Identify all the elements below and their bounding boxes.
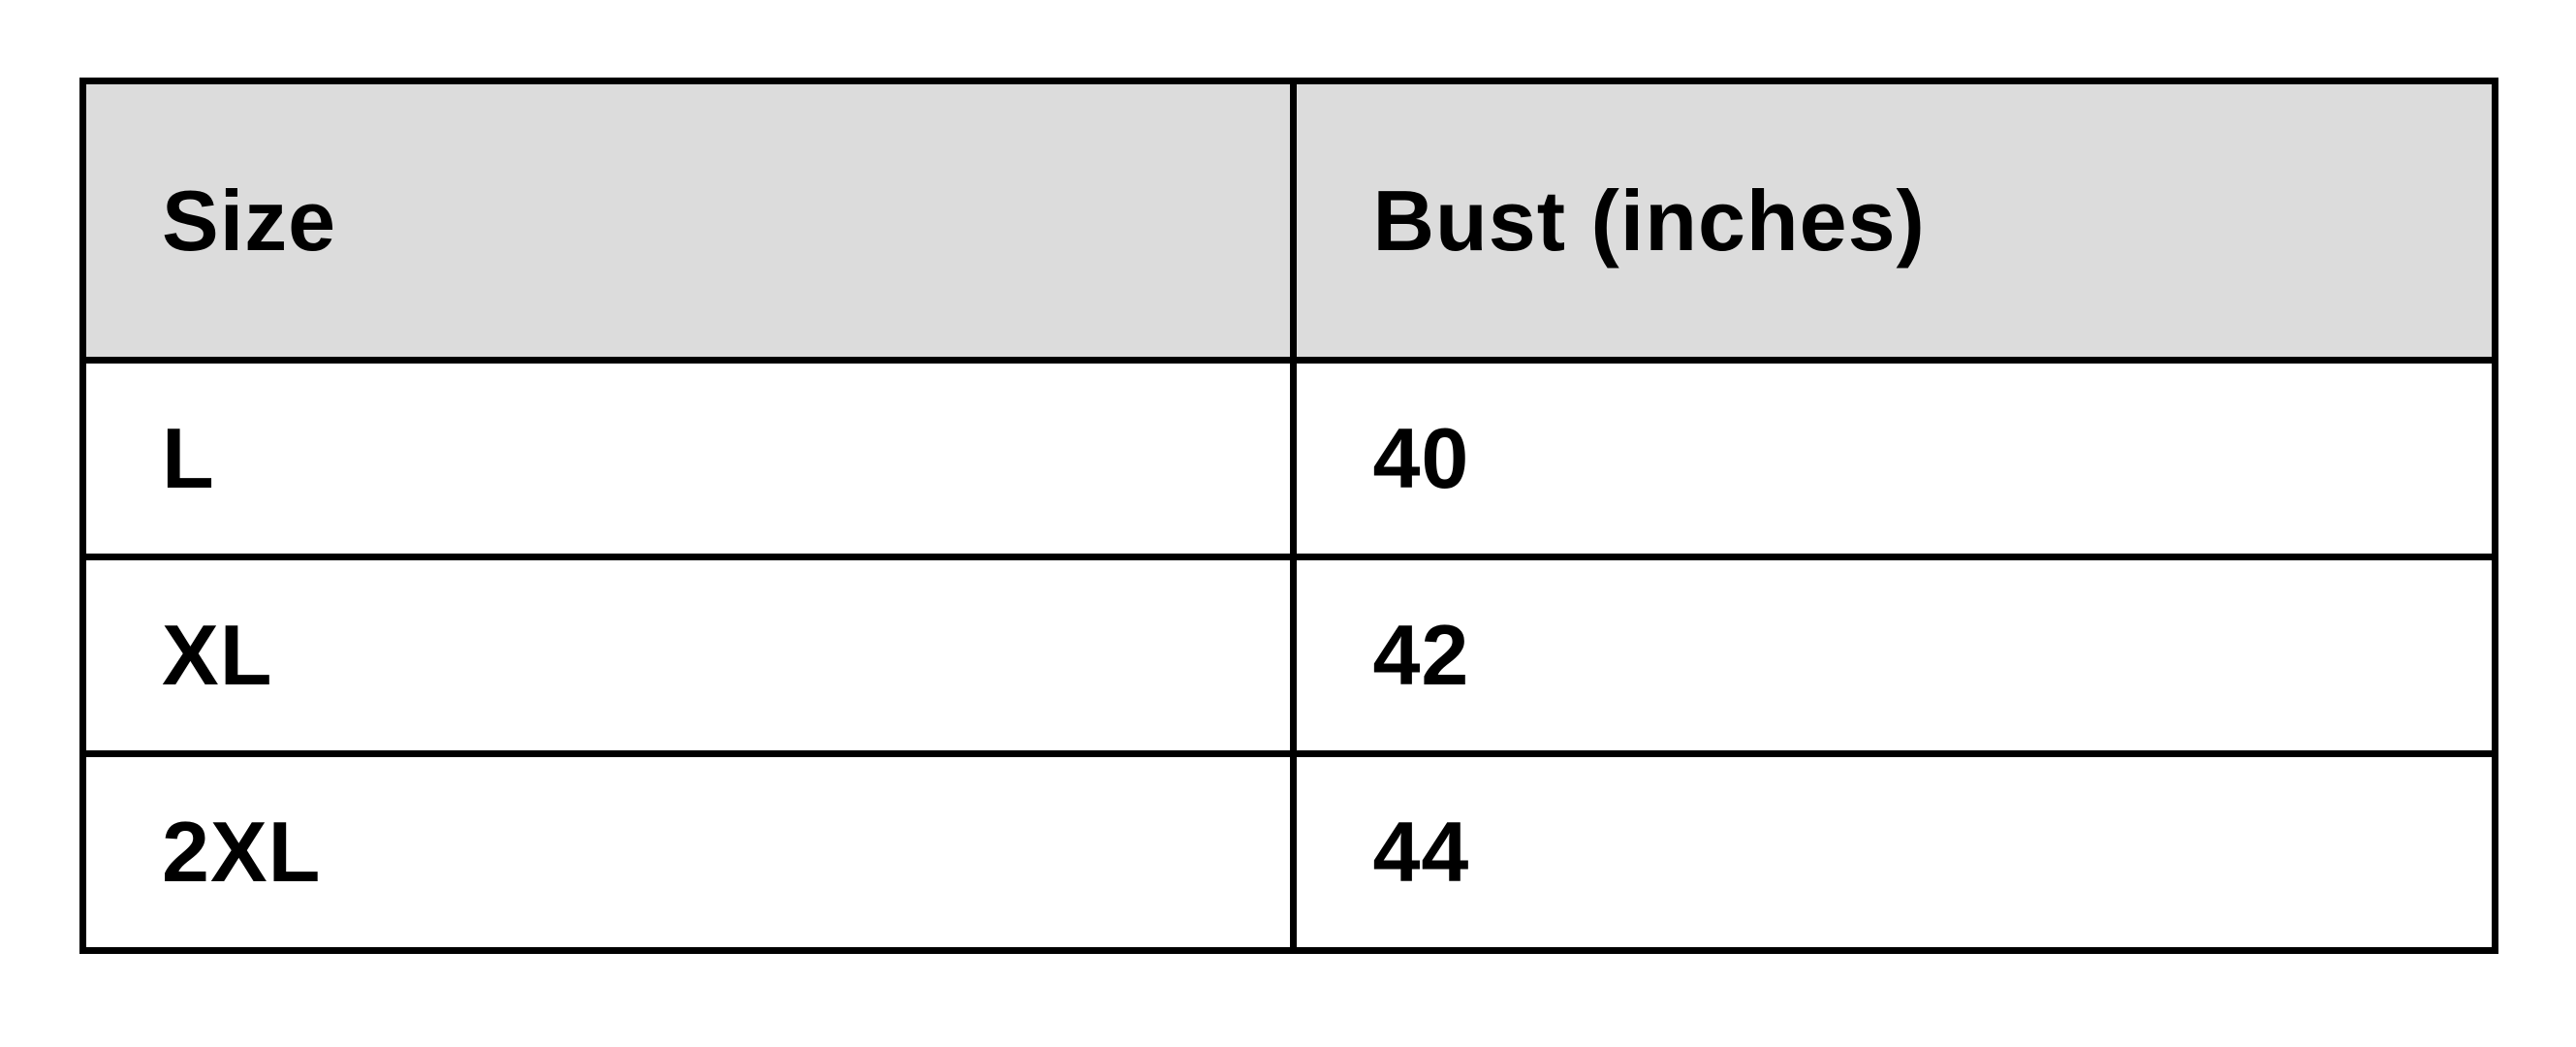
column-header-bust-inches: Bust (inches) — [1290, 78, 2498, 364]
column-header-size: Size — [79, 78, 1298, 364]
size-chart-container: Size Bust (inches) L 40 XL 42 2XL 44 — [79, 78, 2498, 954]
size-cell: XL — [79, 554, 1298, 757]
bust-cell: 44 — [1290, 750, 2498, 954]
size-cell: L — [79, 357, 1298, 560]
bust-cell: 40 — [1290, 357, 2498, 560]
table-row-2xl: 2XL 44 — [79, 750, 2498, 954]
table-row-xl: XL 42 — [79, 554, 2498, 757]
size-cell: 2XL — [79, 750, 1298, 954]
table-row-l: L 40 — [79, 357, 2498, 560]
bust-cell: 42 — [1290, 554, 2498, 757]
table-header-row: Size Bust (inches) — [79, 78, 2498, 364]
size-chart-table: Size Bust (inches) L 40 XL 42 2XL 44 — [79, 78, 2498, 954]
